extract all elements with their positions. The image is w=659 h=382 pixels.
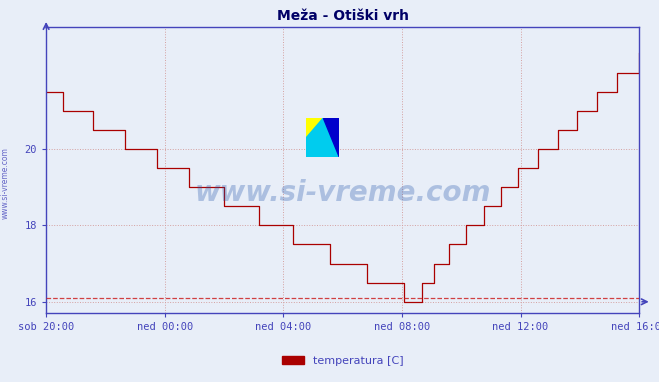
Polygon shape: [323, 118, 339, 157]
Legend: temperatura [C]: temperatura [C]: [277, 352, 408, 371]
Polygon shape: [306, 118, 339, 157]
Polygon shape: [306, 118, 323, 138]
Text: www.si-vreme.com: www.si-vreme.com: [1, 147, 10, 219]
Title: Meža - Otiški vrh: Meža - Otiški vrh: [277, 9, 409, 23]
Text: www.si-vreme.com: www.si-vreme.com: [194, 179, 491, 207]
